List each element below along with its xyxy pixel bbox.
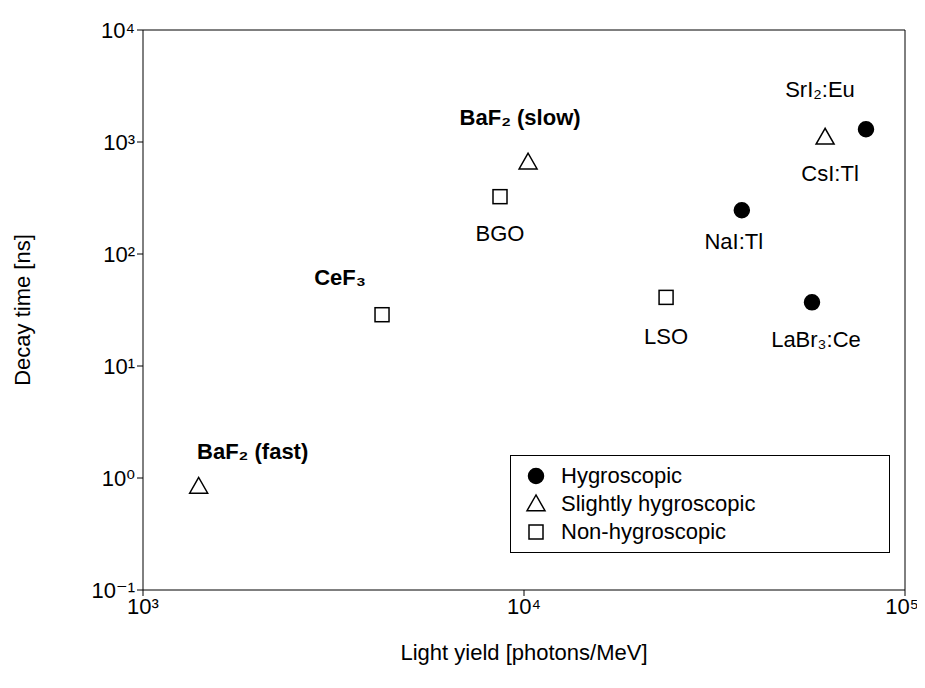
svg-text:10²: 10² bbox=[103, 242, 135, 267]
html-text:Hygroscopic: Hygroscopic bbox=[561, 463, 682, 488]
svg-text:LSO: LSO bbox=[644, 324, 688, 349]
svg-text:10⁵: 10⁵ bbox=[885, 594, 917, 619]
svg-text:Light yield [photons/MeV]: Light yield [photons/MeV] bbox=[400, 640, 647, 665]
svg-text:SrI₂:Eu: SrI₂:Eu bbox=[785, 77, 855, 102]
svg-text:LaBr₃:Ce: LaBr₃:Ce bbox=[771, 327, 861, 352]
html-text:Slightly hygroscopic: Slightly hygroscopic bbox=[561, 491, 756, 516]
svg-text:10⁻¹: 10⁻¹ bbox=[92, 578, 135, 603]
svg-text:BaF₂ (fast): BaF₂ (fast) bbox=[197, 439, 308, 464]
svg-text:NaI:Tl: NaI:Tl bbox=[704, 229, 763, 254]
svg-text:CeF₃: CeF₃ bbox=[314, 265, 366, 290]
svg-text:10³: 10³ bbox=[127, 593, 159, 619]
svg-text:Decay time [ns]: Decay time [ns] bbox=[10, 234, 35, 386]
svg-text:10⁰: 10⁰ bbox=[102, 466, 135, 491]
html-text:Non-hygroscopic: Non-hygroscopic bbox=[561, 519, 727, 544]
svg-text:10⁴: 10⁴ bbox=[507, 594, 541, 619]
svg-text:CsI:Tl: CsI:Tl bbox=[801, 161, 858, 186]
svg-text:BaF₂ (slow): BaF₂ (slow) bbox=[460, 105, 581, 130]
svg-text:10³: 10³ bbox=[103, 130, 135, 155]
svg-text:10⁴: 10⁴ bbox=[101, 18, 135, 43]
svg-text:10¹: 10¹ bbox=[103, 354, 135, 379]
svg-text:BGO: BGO bbox=[476, 221, 525, 246]
